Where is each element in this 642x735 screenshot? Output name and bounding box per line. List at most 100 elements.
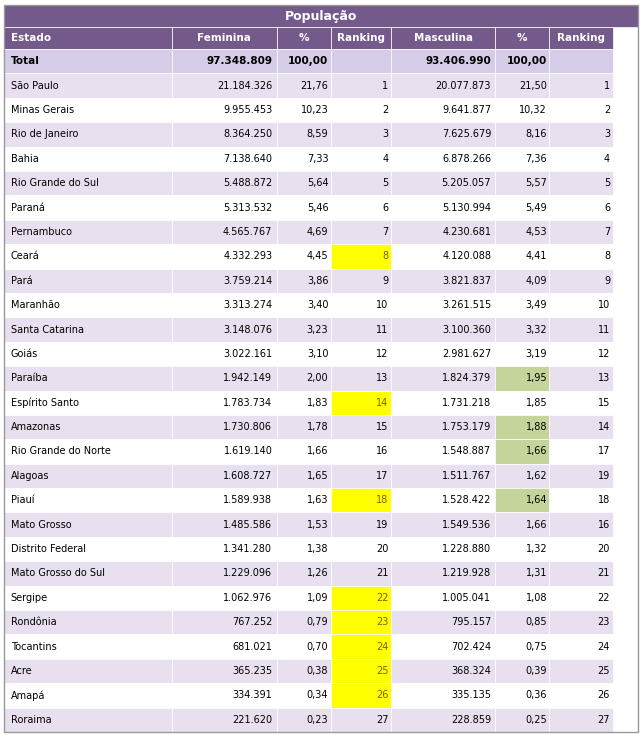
Text: 21,50: 21,50 bbox=[519, 81, 547, 90]
Bar bbox=[391, 171, 496, 196]
Bar bbox=[550, 244, 612, 268]
Text: 221.620: 221.620 bbox=[232, 715, 272, 725]
Text: 6: 6 bbox=[604, 203, 610, 212]
Text: 25: 25 bbox=[376, 666, 388, 676]
Bar bbox=[331, 342, 391, 366]
Text: Tocantins: Tocantins bbox=[11, 642, 56, 652]
Bar bbox=[172, 293, 277, 318]
Bar bbox=[331, 562, 391, 586]
Bar bbox=[172, 98, 277, 122]
Bar bbox=[331, 684, 391, 708]
Text: 3.261.515: 3.261.515 bbox=[442, 300, 491, 310]
Text: 1,64: 1,64 bbox=[526, 495, 547, 505]
Text: 1.511.767: 1.511.767 bbox=[442, 471, 491, 481]
Text: 1,85: 1,85 bbox=[525, 398, 547, 408]
Text: 4.230.681: 4.230.681 bbox=[442, 227, 491, 237]
Text: 100,00: 100,00 bbox=[288, 56, 328, 66]
Bar bbox=[277, 244, 331, 268]
Bar bbox=[391, 293, 496, 318]
Text: Estado: Estado bbox=[11, 33, 51, 43]
Bar bbox=[4, 586, 172, 610]
Bar bbox=[331, 196, 391, 220]
Text: 5,49: 5,49 bbox=[525, 203, 547, 212]
Bar bbox=[550, 684, 612, 708]
Bar bbox=[496, 171, 550, 196]
Text: 93.406.990: 93.406.990 bbox=[426, 56, 491, 66]
Bar bbox=[496, 464, 550, 488]
Bar bbox=[391, 146, 496, 171]
Bar bbox=[331, 366, 391, 390]
Bar bbox=[496, 268, 550, 293]
Text: 5.313.532: 5.313.532 bbox=[223, 203, 272, 212]
Bar bbox=[550, 415, 612, 440]
Text: 1.619.140: 1.619.140 bbox=[223, 446, 272, 456]
Text: 19: 19 bbox=[376, 520, 388, 530]
Bar bbox=[4, 122, 172, 146]
Bar bbox=[391, 440, 496, 464]
Text: 23: 23 bbox=[376, 617, 388, 627]
Bar bbox=[331, 708, 391, 732]
Text: 4,53: 4,53 bbox=[525, 227, 547, 237]
Bar bbox=[4, 610, 172, 634]
Bar bbox=[172, 464, 277, 488]
Bar bbox=[550, 220, 612, 244]
Bar bbox=[331, 98, 391, 122]
Bar bbox=[550, 562, 612, 586]
Bar bbox=[550, 537, 612, 562]
Text: 4,09: 4,09 bbox=[526, 276, 547, 286]
Bar bbox=[331, 512, 391, 537]
Text: 97.348.809: 97.348.809 bbox=[207, 56, 272, 66]
Bar bbox=[391, 268, 496, 293]
Text: 3,19: 3,19 bbox=[526, 349, 547, 359]
Bar bbox=[496, 684, 550, 708]
Text: 0,34: 0,34 bbox=[307, 690, 328, 700]
Bar bbox=[331, 74, 391, 98]
Bar bbox=[496, 708, 550, 732]
Bar bbox=[496, 440, 550, 464]
Bar bbox=[391, 318, 496, 342]
Bar bbox=[172, 196, 277, 220]
Text: 1.548.887: 1.548.887 bbox=[442, 446, 491, 456]
Bar bbox=[172, 512, 277, 537]
Bar bbox=[172, 122, 277, 146]
Bar bbox=[391, 49, 496, 74]
Text: 1,08: 1,08 bbox=[526, 593, 547, 603]
Bar bbox=[331, 488, 391, 512]
Text: 2,00: 2,00 bbox=[307, 373, 328, 384]
Text: 2: 2 bbox=[382, 105, 388, 115]
Bar bbox=[331, 244, 391, 268]
Bar bbox=[550, 586, 612, 610]
Text: 5.205.057: 5.205.057 bbox=[442, 178, 491, 188]
Text: 1.062.976: 1.062.976 bbox=[223, 593, 272, 603]
Bar bbox=[391, 464, 496, 488]
Bar bbox=[391, 586, 496, 610]
Text: 16: 16 bbox=[376, 446, 388, 456]
Text: 15: 15 bbox=[376, 422, 388, 432]
Text: 365.235: 365.235 bbox=[232, 666, 272, 676]
Text: 23: 23 bbox=[598, 617, 610, 627]
Bar bbox=[331, 415, 391, 440]
Bar bbox=[550, 634, 612, 659]
Bar bbox=[496, 415, 550, 440]
Text: 20.077.873: 20.077.873 bbox=[436, 81, 491, 90]
Text: 1.730.806: 1.730.806 bbox=[223, 422, 272, 432]
Bar bbox=[496, 293, 550, 318]
Bar bbox=[550, 390, 612, 415]
Text: 3,10: 3,10 bbox=[307, 349, 328, 359]
Text: 1,66: 1,66 bbox=[526, 446, 547, 456]
Bar bbox=[331, 293, 391, 318]
Text: 7: 7 bbox=[382, 227, 388, 237]
Text: 7.138.640: 7.138.640 bbox=[223, 154, 272, 164]
Bar bbox=[391, 634, 496, 659]
Text: 3,23: 3,23 bbox=[307, 325, 328, 334]
Bar bbox=[172, 684, 277, 708]
Text: 1,32: 1,32 bbox=[525, 544, 547, 554]
Text: Ceará: Ceará bbox=[11, 251, 39, 262]
Bar bbox=[331, 610, 391, 634]
Bar bbox=[4, 634, 172, 659]
Text: %: % bbox=[517, 33, 528, 43]
Text: São Paulo: São Paulo bbox=[11, 81, 58, 90]
Text: 767.252: 767.252 bbox=[232, 617, 272, 627]
Bar bbox=[331, 659, 391, 684]
Text: Total: Total bbox=[11, 56, 40, 66]
